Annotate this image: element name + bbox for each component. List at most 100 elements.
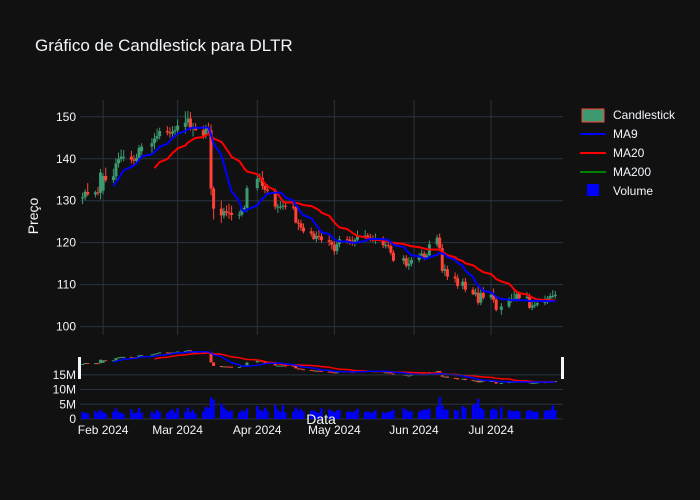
ma9-line	[112, 126, 556, 303]
candle-body	[366, 235, 370, 238]
price-tick-label: 120	[56, 236, 76, 250]
volume-bar	[258, 409, 262, 419]
volume-bar	[86, 413, 89, 419]
slider-candle	[278, 365, 282, 367]
volume-bar	[548, 409, 552, 419]
candle-body	[132, 159, 136, 161]
volume-bar	[335, 410, 339, 419]
volume-bar	[130, 408, 133, 419]
slider-candle	[445, 376, 449, 378]
slider-candle	[407, 375, 411, 377]
volume-bar	[515, 410, 518, 419]
volume-bar	[243, 411, 246, 419]
slider-candle	[273, 362, 277, 366]
x-tick-label: Feb 2024	[78, 423, 129, 437]
volume-bar	[425, 409, 429, 419]
candle-body	[543, 301, 547, 304]
slider-candle	[443, 376, 447, 378]
volume-bar	[132, 413, 136, 419]
slider-candle	[302, 369, 306, 371]
candle-body	[266, 189, 270, 191]
candle-body	[104, 175, 108, 181]
legend-item-volume[interactable]: Volume	[587, 184, 653, 198]
candle-body	[355, 235, 359, 240]
legend-item-ma200[interactable]: MA200	[580, 165, 651, 179]
candle-body	[135, 157, 139, 161]
volume-bar	[530, 411, 534, 419]
volume-bar	[510, 411, 513, 419]
legend-item-ma20[interactable]: MA20	[580, 146, 645, 160]
volume-bar	[227, 411, 231, 419]
slider-candle	[104, 360, 108, 362]
legend-candlestick-swatch	[581, 108, 605, 123]
slider-candle	[245, 362, 249, 366]
slider-candle	[335, 372, 339, 374]
candle-body	[158, 131, 162, 137]
volume-bar	[81, 411, 84, 419]
volume-bar	[435, 406, 439, 419]
volume-bar	[94, 411, 97, 419]
legend-label-ma200: MA200	[613, 165, 651, 179]
slider-candle	[494, 381, 498, 384]
volume-bar	[240, 410, 244, 419]
volume-bar	[453, 409, 457, 419]
volume-bar	[417, 411, 421, 419]
slider-candle	[129, 356, 133, 358]
candle-body	[168, 132, 172, 134]
candle-body	[548, 295, 552, 299]
candle-body	[456, 278, 460, 286]
legend-item-candlestick[interactable]: Candlestick	[581, 108, 676, 123]
volume-bar	[348, 411, 351, 419]
slider-candle	[276, 365, 280, 367]
volume-bar	[461, 406, 465, 419]
candle-body	[471, 289, 475, 295]
legend-item-ma9[interactable]: MA9	[580, 127, 638, 141]
volume-bar	[371, 412, 375, 419]
candle-body	[291, 206, 295, 208]
legend-volume-swatch	[587, 184, 599, 196]
range-slider-right-handle[interactable]	[561, 357, 564, 379]
slider-candle	[438, 371, 442, 373]
slider-candle	[140, 355, 144, 357]
volume-bar	[137, 408, 141, 419]
slider-candle	[263, 362, 267, 364]
candle-body	[533, 304, 537, 306]
candle-body	[551, 295, 555, 297]
candle-body	[299, 223, 303, 228]
volume-bar	[405, 410, 408, 419]
candle-body	[219, 208, 223, 216]
candle-body	[489, 294, 493, 298]
volume-bar	[533, 411, 536, 419]
candle-body	[309, 231, 313, 234]
candle-body	[111, 176, 115, 181]
slider-candle	[317, 370, 321, 372]
candle-body	[296, 222, 300, 224]
volume-bar	[135, 412, 138, 419]
volume-bar	[140, 412, 143, 419]
x-tick-label: Jun 2024	[389, 423, 439, 437]
candle-body	[438, 237, 442, 249]
candle-body	[453, 276, 457, 279]
candle-body	[463, 281, 467, 290]
slider-candle	[535, 382, 539, 384]
candle-body	[507, 300, 511, 307]
volume-bar	[363, 411, 367, 419]
volume-bar	[189, 412, 192, 419]
slider-candle	[320, 370, 323, 372]
volume-bar	[299, 408, 303, 419]
slider-candle	[101, 360, 105, 363]
slider-candle	[117, 357, 121, 359]
volume-bar	[266, 411, 269, 419]
candle-body	[188, 118, 192, 129]
candle-body	[302, 227, 306, 232]
volume-bar	[245, 408, 249, 419]
candle-body	[165, 131, 169, 133]
volume-bar	[184, 411, 187, 419]
candle-body	[83, 191, 87, 198]
volume-bar	[312, 410, 315, 419]
volume-bar	[369, 412, 372, 419]
range-slider-left-handle[interactable]	[78, 357, 81, 379]
slider-candle	[476, 380, 480, 383]
volume-bar	[119, 412, 123, 419]
candle-body	[86, 191, 90, 195]
